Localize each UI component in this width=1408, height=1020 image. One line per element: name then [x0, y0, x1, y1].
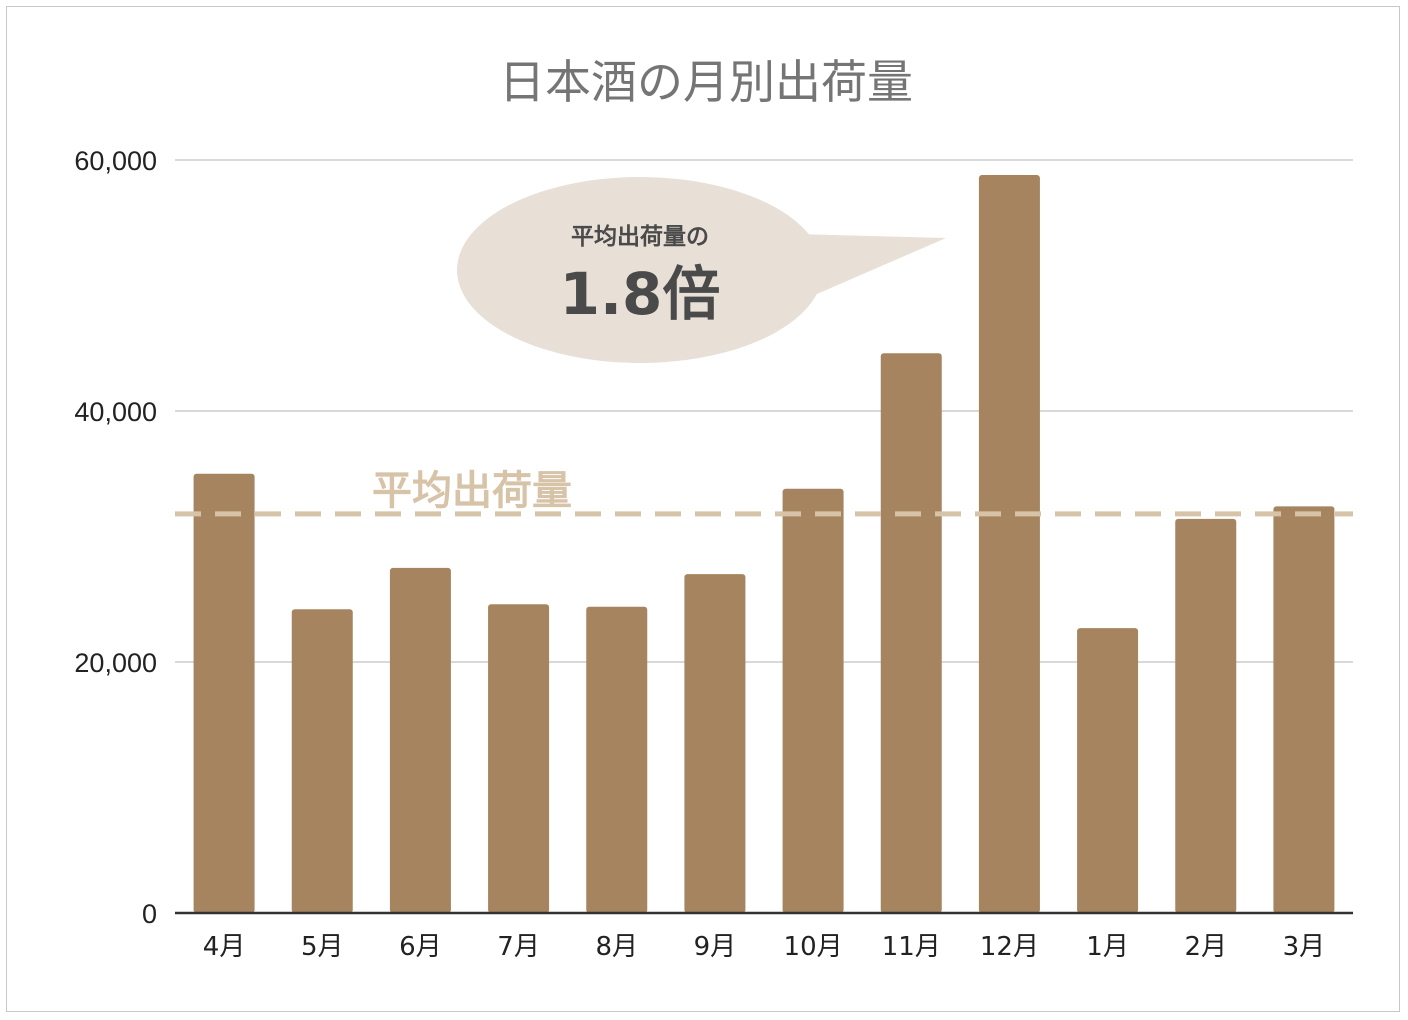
chart-title: 日本酒の月別出荷量	[499, 55, 913, 109]
x-tick-label: 2月	[1184, 932, 1227, 962]
bar-1月	[1077, 628, 1139, 913]
average-label: 平均出荷量	[372, 468, 572, 514]
bar-5月	[291, 609, 353, 913]
x-tick-label: 3月	[1283, 932, 1326, 962]
x-tick-label: 9月	[694, 932, 737, 962]
callout-shape	[456, 176, 946, 363]
x-axis-ticks: 4月 5月 6月 7月 8月 9月 10月 11月 12月 1月 2月 3月	[203, 932, 1325, 962]
bars	[193, 175, 1335, 913]
y-tick-label: 20,000	[74, 648, 157, 678]
callout-bubble: 平均出荷量の 1.8倍	[456, 176, 946, 363]
bar-6月	[389, 567, 451, 913]
x-tick-label: 5月	[301, 932, 344, 962]
bar-11月	[880, 353, 942, 913]
x-tick-label: 4月	[203, 932, 246, 962]
callout-text-big: 1.8倍	[560, 260, 721, 328]
y-tick-label: 60,000	[74, 146, 157, 176]
x-tick-label: 11月	[882, 932, 941, 962]
bar-3月	[1273, 506, 1335, 913]
average-reference: 平均出荷量	[175, 468, 1353, 517]
x-tick-label: 1月	[1086, 932, 1129, 962]
bar-4月	[193, 473, 255, 913]
bar-9月	[684, 574, 746, 913]
x-tick-label: 7月	[497, 932, 540, 962]
bar-10月	[782, 488, 844, 913]
grid-lines	[175, 159, 1353, 663]
bar-8月	[586, 606, 648, 913]
bar-12月	[978, 175, 1040, 913]
x-tick-label: 10月	[784, 932, 843, 962]
x-tick-label: 6月	[399, 932, 442, 962]
y-axis-ticks: 0 20,000 40,000 60,000	[74, 146, 157, 929]
bar-7月	[488, 604, 550, 913]
callout-text-small: 平均出荷量の	[571, 223, 709, 250]
x-tick-label: 8月	[595, 932, 638, 962]
bar-2月	[1175, 518, 1237, 913]
y-tick-label: 0	[142, 899, 157, 929]
x-tick-label: 12月	[980, 932, 1039, 962]
y-tick-label: 40,000	[74, 397, 157, 427]
